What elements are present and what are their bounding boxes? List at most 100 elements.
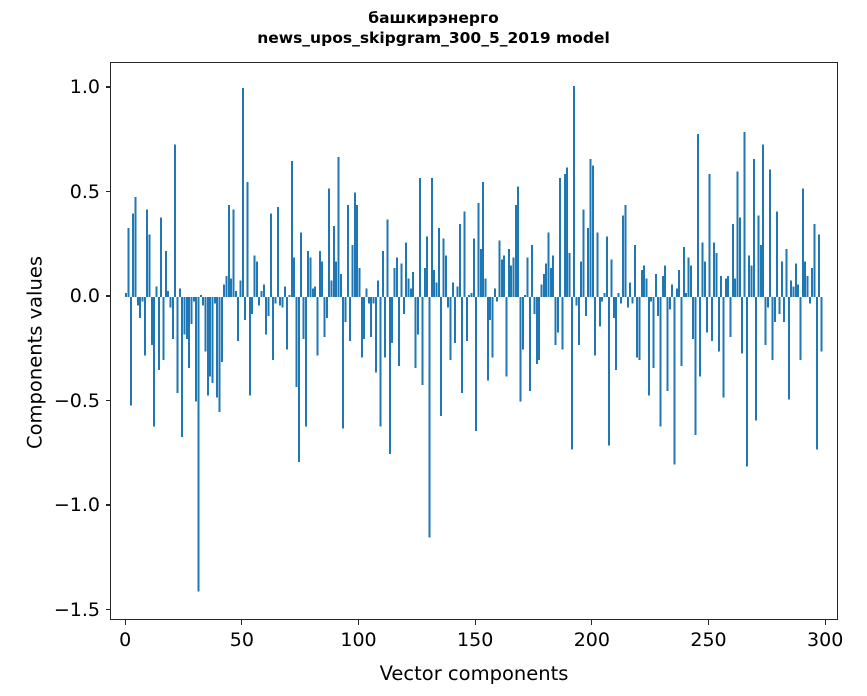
- bar: [381, 251, 384, 298]
- y-axis-tick-mark: [105, 86, 110, 88]
- bar: [624, 205, 627, 298]
- bar: [286, 297, 289, 350]
- bar: [426, 236, 429, 298]
- bar: [398, 297, 401, 367]
- bar: [601, 297, 604, 302]
- bar: [428, 297, 431, 538]
- bar: [512, 257, 515, 298]
- bar: [603, 292, 606, 298]
- y-axis-label: Components values: [23, 256, 47, 449]
- bar: [141, 297, 144, 302]
- bar: [246, 182, 249, 298]
- bar: [477, 203, 480, 298]
- bar: [743, 131, 746, 298]
- bar: [395, 257, 398, 298]
- y-axis-tick-mark: [105, 504, 110, 506]
- bar: [363, 297, 366, 339]
- bar: [265, 297, 268, 335]
- bar: [608, 297, 611, 446]
- bar: [304, 297, 307, 427]
- y-axis-tick-mark: [105, 399, 110, 402]
- bar: [645, 278, 648, 298]
- bar: [288, 294, 291, 298]
- bar: [521, 297, 524, 350]
- bar: [185, 297, 188, 339]
- bar: [755, 297, 758, 421]
- bar: [379, 297, 382, 427]
- bar: [794, 263, 797, 298]
- bar: [153, 297, 156, 427]
- bar: [752, 159, 755, 298]
- bar: [706, 297, 709, 333]
- bar: [575, 297, 578, 306]
- bar: [374, 297, 377, 373]
- bar: [160, 217, 163, 298]
- bar: [643, 265, 646, 298]
- bar: [759, 244, 762, 298]
- y-axis-tick-label: −0.5: [53, 389, 100, 412]
- bar: [202, 297, 205, 306]
- bar: [622, 215, 625, 298]
- chart-title: башкирэнерго news_upos_skipgram_300_5_20…: [0, 8, 867, 48]
- y-axis-tick-mark: [105, 608, 110, 611]
- bar: [738, 217, 741, 298]
- bar: [332, 226, 335, 298]
- bar: [391, 297, 394, 344]
- bar: [134, 196, 137, 298]
- bar: [197, 297, 200, 592]
- y-axis-tick-label: 1.0: [69, 76, 100, 99]
- bar: [661, 276, 664, 298]
- bar: [682, 246, 685, 298]
- bar: [223, 284, 226, 298]
- bar: [570, 297, 573, 450]
- bar: [218, 297, 221, 413]
- bar: [528, 297, 531, 392]
- bar: [167, 290, 170, 298]
- bar: [412, 271, 415, 298]
- bar: [430, 177, 433, 298]
- x-axis-tick-label: 250: [690, 629, 727, 651]
- y-axis-tick-label: −1.5: [53, 598, 100, 621]
- bar: [636, 297, 639, 358]
- bar: [386, 219, 389, 298]
- bar: [449, 297, 452, 360]
- bar: [267, 297, 270, 316]
- bar: [659, 297, 662, 427]
- bar: [526, 257, 529, 298]
- bar: [538, 297, 541, 360]
- bar: [496, 297, 499, 302]
- bar: [549, 267, 552, 298]
- bar: [211, 297, 214, 383]
- bar: [766, 297, 769, 308]
- bar: [281, 297, 284, 308]
- bar: [703, 261, 706, 298]
- bar: [617, 292, 620, 298]
- bar: [463, 211, 466, 298]
- bar: [507, 249, 510, 298]
- bar: [204, 297, 207, 352]
- bar: [610, 259, 613, 298]
- bar: [790, 280, 793, 298]
- bar: [797, 284, 800, 298]
- bar: [612, 297, 615, 318]
- bar: [302, 297, 305, 339]
- bar: [692, 297, 695, 339]
- bar: [255, 261, 258, 298]
- bar: [626, 297, 629, 308]
- bar: [815, 297, 818, 450]
- bar: [335, 261, 338, 298]
- bar: [269, 213, 272, 298]
- bar: [132, 213, 135, 298]
- bar: [554, 297, 557, 346]
- bar: [566, 167, 569, 298]
- bar: [745, 297, 748, 467]
- bar: [293, 257, 296, 298]
- bar: [563, 173, 566, 298]
- bar: [729, 297, 732, 337]
- bar: [720, 276, 723, 298]
- bar: [136, 297, 139, 306]
- bar: [652, 297, 655, 369]
- bar: [535, 297, 538, 364]
- bar: [227, 205, 230, 298]
- bar: [589, 159, 592, 298]
